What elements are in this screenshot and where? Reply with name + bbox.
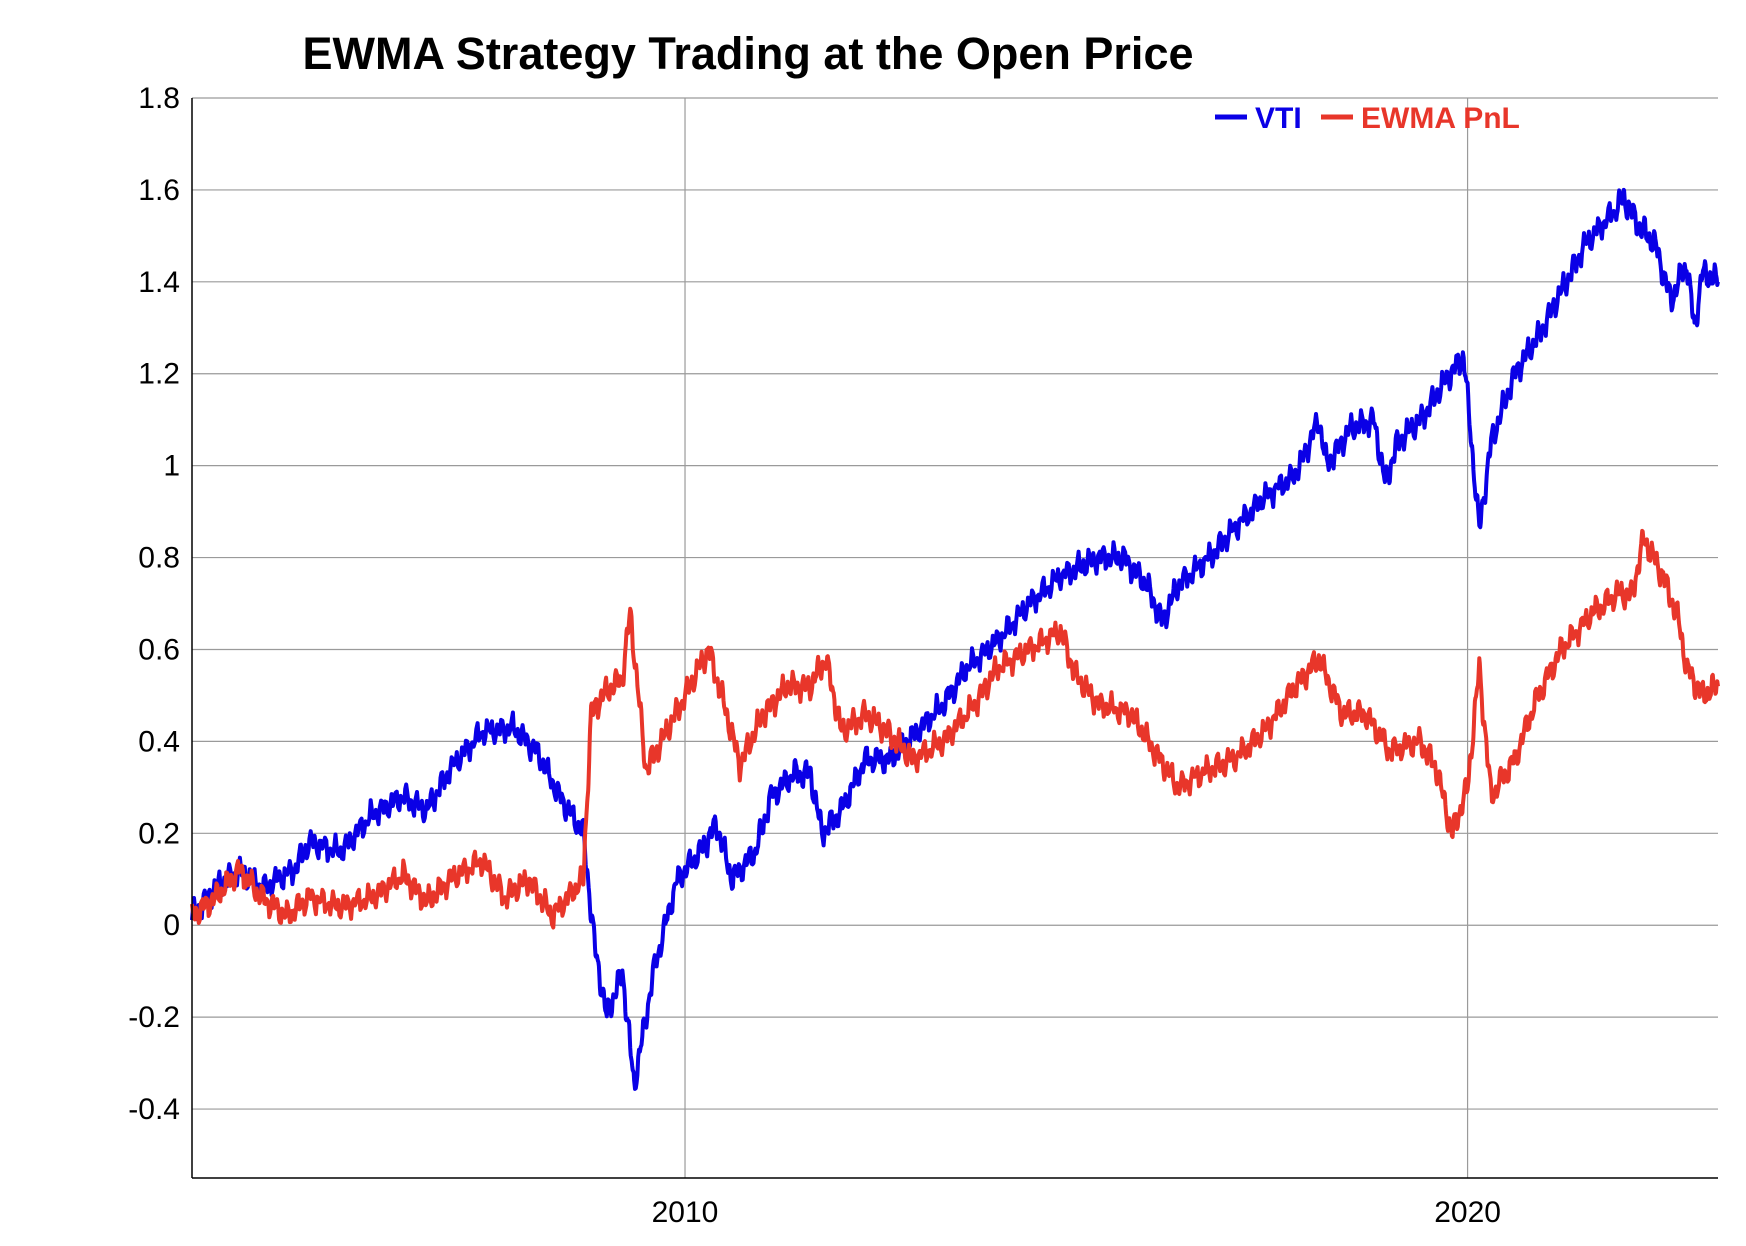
y-tick-label: 1.8 [138, 82, 180, 115]
legend-label: VTI [1255, 102, 1302, 135]
legend: VTI EWMA PnL [1215, 102, 1520, 135]
legend-label: EWMA PnL [1361, 102, 1520, 135]
y-axis-tick-labels: -0.4 -0.2 0 0.2 0.4 0.6 0.8 1 1.2 1.4 1.6 1.8 [128, 82, 180, 1126]
y-tick-label: 1 [163, 450, 180, 483]
series-lines [190, 187, 1720, 1091]
y-tick-label: 0.6 [138, 633, 180, 666]
y-tick-label: 0.4 [138, 725, 180, 758]
chart-title: EWMA Strategy Trading at the Open Price [302, 28, 1194, 79]
y-tick-label: 1.6 [138, 174, 180, 207]
series-line-vti [190, 187, 1720, 1091]
y-tick-label: 0.8 [138, 542, 180, 575]
y-tick-label: -0.4 [128, 1093, 180, 1126]
axes [191, 98, 1718, 1179]
y-tick-label: 1.2 [138, 358, 180, 391]
x-tick-label: 2010 [652, 1196, 719, 1229]
y-tick-label: -0.2 [128, 1001, 180, 1034]
grid-lines [192, 97, 1718, 1178]
series-line-ewma-pnl [190, 528, 1720, 930]
y-tick-label: 1.4 [138, 266, 180, 299]
y-tick-label: 0.2 [138, 817, 180, 850]
y-tick-label: 0 [163, 909, 180, 942]
x-tick-label: 2020 [1434, 1196, 1501, 1229]
x-axis-tick-labels: 2010 2020 [652, 1196, 1501, 1229]
